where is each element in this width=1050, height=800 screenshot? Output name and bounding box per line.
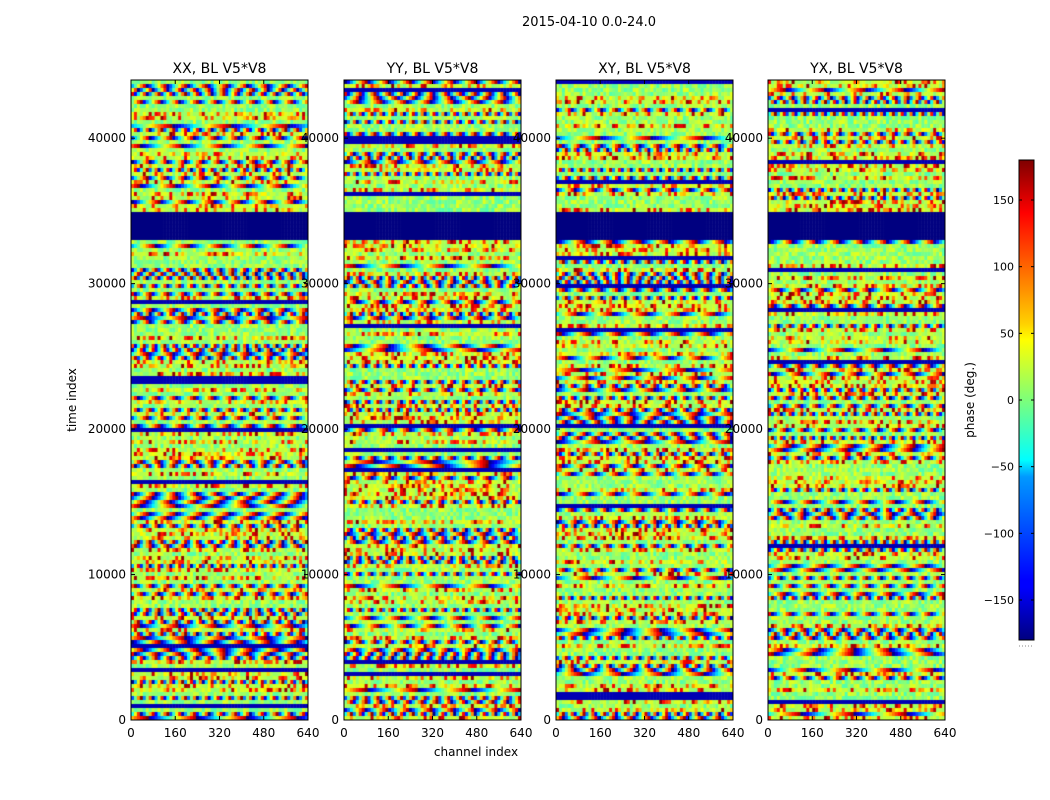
- panel-1-xtick-label-2: 320: [421, 726, 444, 740]
- panel-0-xtick-label-4: 640: [297, 726, 320, 740]
- panel-2: XY, BL V5*V8 0 160 320 480 640 0 10000 20000 3000…: [513, 61, 745, 740]
- panel-1-phase-image: [344, 80, 521, 720]
- panel-1-xtick-label-3: 480: [465, 726, 488, 740]
- panel-3-title: YX, BL V5*V8: [809, 61, 903, 77]
- panel-3-xtick-label-3: 480: [889, 726, 912, 740]
- y-axis-label: time index: [65, 368, 79, 432]
- panel-2-ytick-label-3: 30000: [513, 277, 551, 291]
- panel-0-ytick-label-3: 30000: [88, 277, 126, 291]
- panel-1-ytick-label-4: 40000: [301, 131, 339, 145]
- colorbar-tick-label-5: −100: [984, 527, 1014, 540]
- panel-3-ytick-label-2: 20000: [725, 422, 763, 436]
- panel-0-title: XX, BL V5*V8: [173, 61, 267, 77]
- panel-3-phase-image: [768, 80, 945, 720]
- panel-0-phase-image: [131, 80, 308, 720]
- panel-0-ytick-label-0: 0: [118, 713, 126, 727]
- panel-0-ytick-label-1: 10000: [88, 568, 126, 582]
- panel-2-ytick-label-0: 0: [543, 713, 551, 727]
- panel-1: YY, BL V5*V8 0 160 320 480 640 0 10000 20000 3000…: [301, 61, 533, 740]
- panel-2-title: XY, BL V5*V8: [598, 61, 691, 77]
- panel-2-xtick-label-2: 320: [633, 726, 656, 740]
- panel-3-ytick-label-3: 30000: [725, 277, 763, 291]
- panel-2-ytick-label-4: 40000: [513, 131, 551, 145]
- panel-2-xtick-label-3: 480: [677, 726, 700, 740]
- panel-2-ytick-label-2: 20000: [513, 422, 551, 436]
- panel-2-xtick-label-1: 160: [589, 726, 612, 740]
- panel-1-ytick-label-2: 20000: [301, 422, 339, 436]
- colorbar-tick-label-4: −50: [991, 461, 1014, 474]
- colorbar-tick-label-3: 0: [1007, 394, 1014, 407]
- panel-1-xtick-label-0: 0: [340, 726, 348, 740]
- panel-3-ytick-label-1: 10000: [725, 568, 763, 582]
- figure-suptitle: 2015-04-10 0.0-24.0: [522, 15, 656, 30]
- panel-2-ytick-label-1: 10000: [513, 568, 551, 582]
- panel-3-xtick-label-4: 640: [934, 726, 957, 740]
- panel-3-ytick-label-0: 0: [755, 713, 763, 727]
- panel-3-ytick-label-4: 40000: [725, 131, 763, 145]
- colorbar-tick-label-2: 50: [1000, 327, 1014, 340]
- panel-3: YX, BL V5*V8 0 160 320 480 640 0 10000 20000 3000…: [725, 61, 957, 740]
- panel-0-xtick-label-2: 320: [208, 726, 231, 740]
- panel-1-ytick-label-1: 10000: [301, 568, 339, 582]
- panel-0-xtick-label-3: 480: [252, 726, 275, 740]
- colorbar: 150 100 50 0 −50 −100 −150 phase (deg.): [963, 159, 1035, 647]
- panels-layer: XX, BL V5*V8 0 160 320 480 640 0 10000 20000 3000…: [88, 61, 957, 740]
- panel-0-xtick-label-0: 0: [127, 726, 135, 740]
- panel-1-xtick-label-1: 160: [377, 726, 400, 740]
- colorbar-ticks: 150 100 50 0 −50 −100 −150: [984, 194, 1034, 607]
- panel-0-xtick-label-1: 160: [164, 726, 187, 740]
- panel-1-ytick-label-3: 30000: [301, 277, 339, 291]
- panel-0-ytick-label-4: 40000: [88, 131, 126, 145]
- panel-3-xtick-label-0: 0: [764, 726, 772, 740]
- panel-1-ytick-label-0: 0: [331, 713, 339, 727]
- panel-1-xtick-label-4: 640: [510, 726, 533, 740]
- panel-1-title: YY, BL V5*V8: [386, 61, 479, 77]
- panel-2-xtick-label-0: 0: [552, 726, 560, 740]
- colorbar-tick-label-1: 100: [993, 261, 1014, 274]
- panel-2-xtick-label-4: 640: [722, 726, 745, 740]
- panel-3-xtick-label-2: 320: [845, 726, 868, 740]
- panel-3-xtick-label-1: 160: [801, 726, 824, 740]
- x-axis-label: channel index: [434, 745, 518, 759]
- panel-0: XX, BL V5*V8 0 160 320 480 640 0 10000 20000 3000…: [88, 61, 320, 740]
- colorbar-label: phase (deg.): [963, 362, 977, 438]
- colorbar-tick-label-6: −150: [984, 594, 1014, 607]
- panel-0-ytick-label-2: 20000: [88, 422, 126, 436]
- panel-2-phase-image: [556, 80, 733, 720]
- colorbar-tick-label-0: 150: [993, 194, 1014, 207]
